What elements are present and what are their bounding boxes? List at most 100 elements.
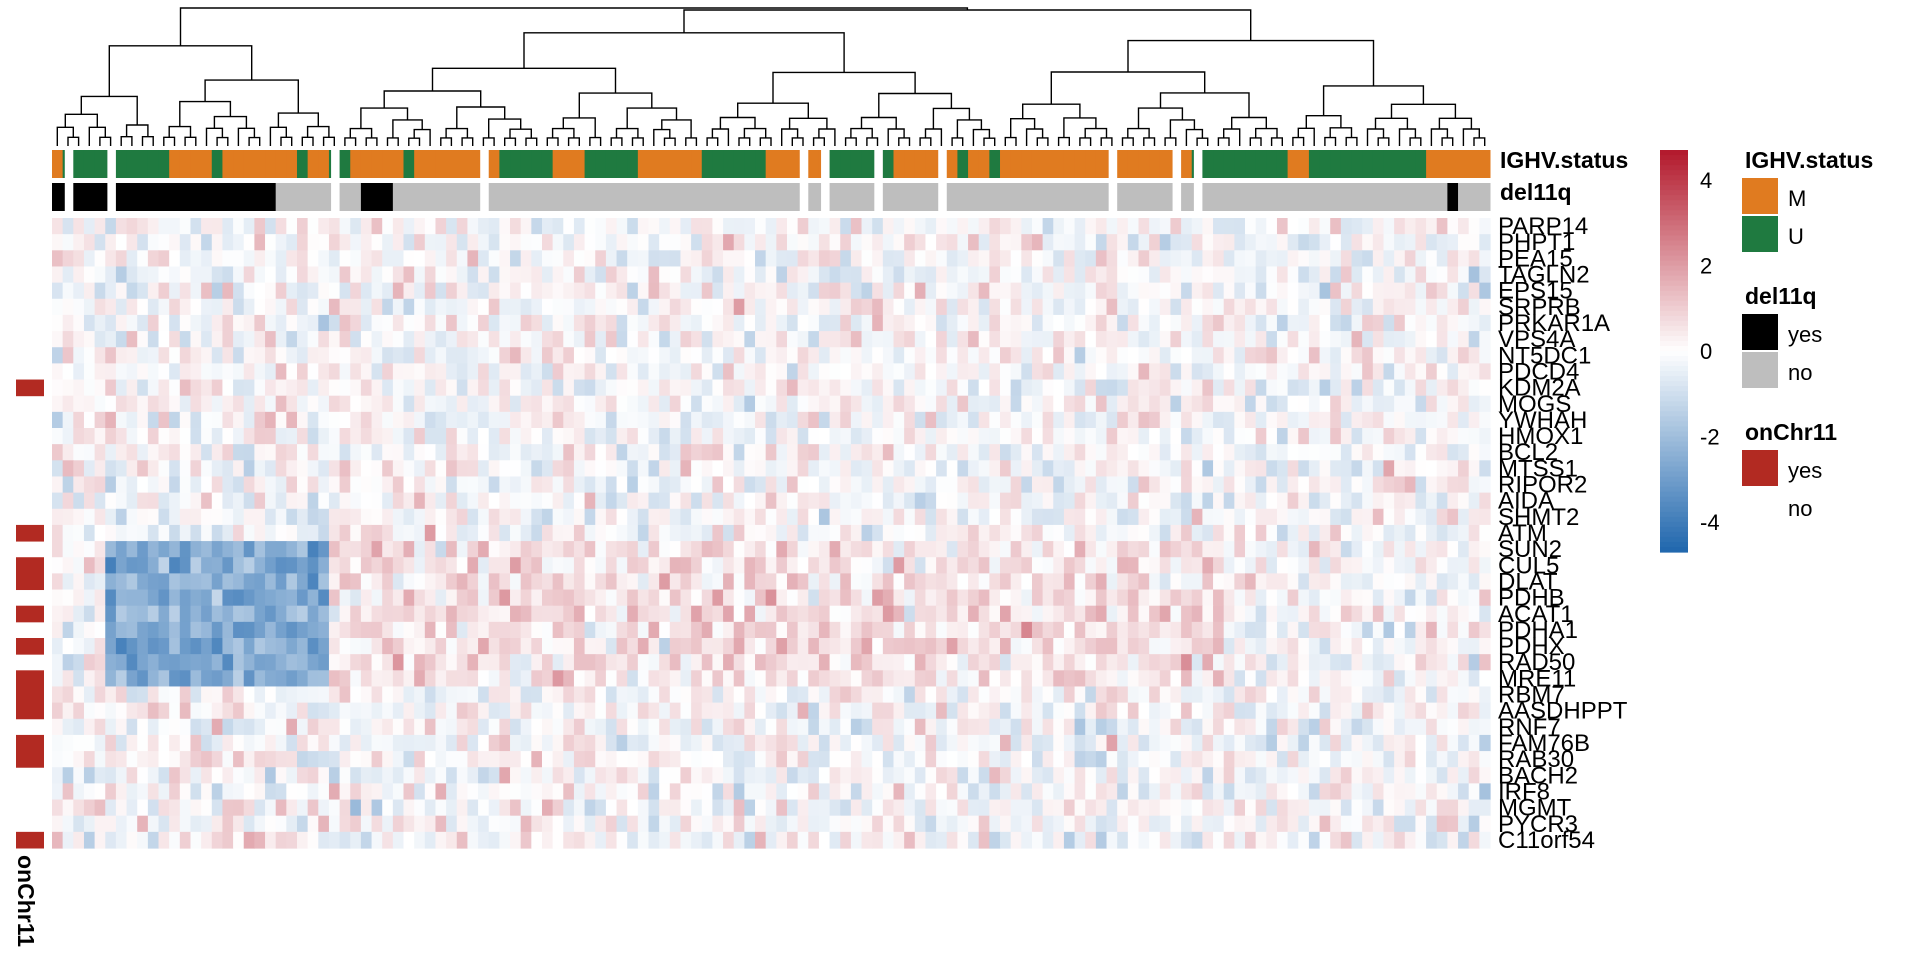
heatmap-cell [680,395,692,413]
heatmap-cell [904,524,916,542]
heatmap-cell [1106,573,1118,591]
heatmap-cell [488,266,500,284]
heatmap-cell [1170,508,1182,526]
heatmap-cell [637,379,650,397]
heatmap-cell [1191,524,1203,542]
heatmap-cell [765,702,777,720]
heatmap-cell [1085,476,1097,494]
heatmap-cell [1287,573,1299,591]
heatmap-cell [52,492,64,510]
heatmap-cell [936,718,948,736]
heatmap-cell [350,557,362,574]
heatmap-cell [190,638,202,655]
heatmap-cell [829,298,841,316]
heatmap-cell [1404,460,1417,478]
heatmap-cell [520,282,532,300]
heatmap-cell [531,702,543,720]
heatmap-cell [435,250,447,268]
heatmap-cell [552,557,564,574]
heatmap-cell [307,298,319,316]
heatmap-cell [1021,234,1033,251]
heatmap-cell [968,411,980,429]
dendrogram-branch [860,116,897,129]
heatmap-cell [371,557,383,574]
heatmap-cell [137,411,149,429]
heatmap-cell [648,363,660,381]
heatmap-cell [829,250,841,268]
heatmap-cell [1234,250,1246,268]
heatmap-cell [691,266,703,284]
heatmap-cell [510,541,522,558]
heatmap-cell [755,331,767,348]
heatmap-cell [371,589,383,607]
heatmap-cell [403,331,415,348]
heatmap-cell [1383,363,1395,381]
heatmap-cell [669,524,682,542]
heatmap-cell [1234,524,1246,542]
heatmap-cell [201,751,213,768]
heatmap-cell [1276,621,1289,639]
heatmap-cell [275,524,287,542]
heatmap-cell [1468,234,1480,251]
heatmap-cell [1191,686,1203,704]
heatmap-cell [595,282,607,300]
heatmap-cell [339,573,351,591]
heatmap-cell [957,476,969,494]
heatmap-cell [968,395,980,413]
heatmap-cell [808,524,820,542]
heatmap-cell [701,670,714,688]
heatmap-cell [989,218,1001,235]
heatmap-cell [744,411,756,429]
heatmap-cell [552,654,564,671]
heatmap-cell [925,751,937,768]
heatmap-cell [265,476,277,494]
heatmap-cell [222,492,234,510]
heatmap-cell [840,573,852,591]
heatmap-cell [478,282,490,300]
heatmap-cell [691,492,703,510]
heatmap-cell [1362,621,1374,639]
heatmap-cell [1458,282,1470,300]
heatmap-cell [1138,460,1150,478]
heatmap-cell [1031,266,1044,284]
heatmap-cell [126,314,138,332]
heatmap-cell [73,508,85,526]
heatmap-cell [744,250,756,268]
heatmap-cell [829,638,841,655]
heatmap-cell [318,670,330,688]
heatmap-cell [723,460,735,478]
heatmap-cell [1383,621,1395,639]
heatmap-cell [1479,460,1491,478]
heatmap-cell [1181,250,1193,268]
heatmap-cell [701,621,714,639]
heatmap-cell [1415,734,1427,752]
heatmap-cell [808,557,820,574]
heatmap-cell [115,331,128,348]
heatmap-cell [882,395,895,413]
heatmap-cell [1372,605,1385,623]
heatmap-cell [1415,702,1427,720]
heatmap-cell [552,621,564,639]
heatmap-cell [1159,734,1172,752]
heatmap-cell [467,266,479,284]
heatmap-cell [1063,395,1076,413]
del11q-cell [1426,183,1438,211]
heatmap-cell [1234,314,1246,332]
heatmap-cell [1149,654,1161,671]
heatmap-cell [584,573,596,591]
heatmap-cell [1447,524,1459,542]
del11q-cell [1074,183,1086,211]
heatmap-cell [1308,234,1321,251]
heatmap-cell [286,250,298,268]
heatmap-cell [669,428,682,445]
heatmap-cell [1149,428,1161,445]
heatmap-cell [456,751,469,768]
heatmap-cell [510,524,522,542]
del11q-cell [52,183,64,211]
heatmap-cell [701,379,714,397]
heatmap-cell [733,234,745,251]
heatmap-cell [893,524,905,542]
heatmap-cell [1436,686,1448,704]
heatmap-cell [605,331,618,348]
heatmap-cell [1010,298,1022,316]
